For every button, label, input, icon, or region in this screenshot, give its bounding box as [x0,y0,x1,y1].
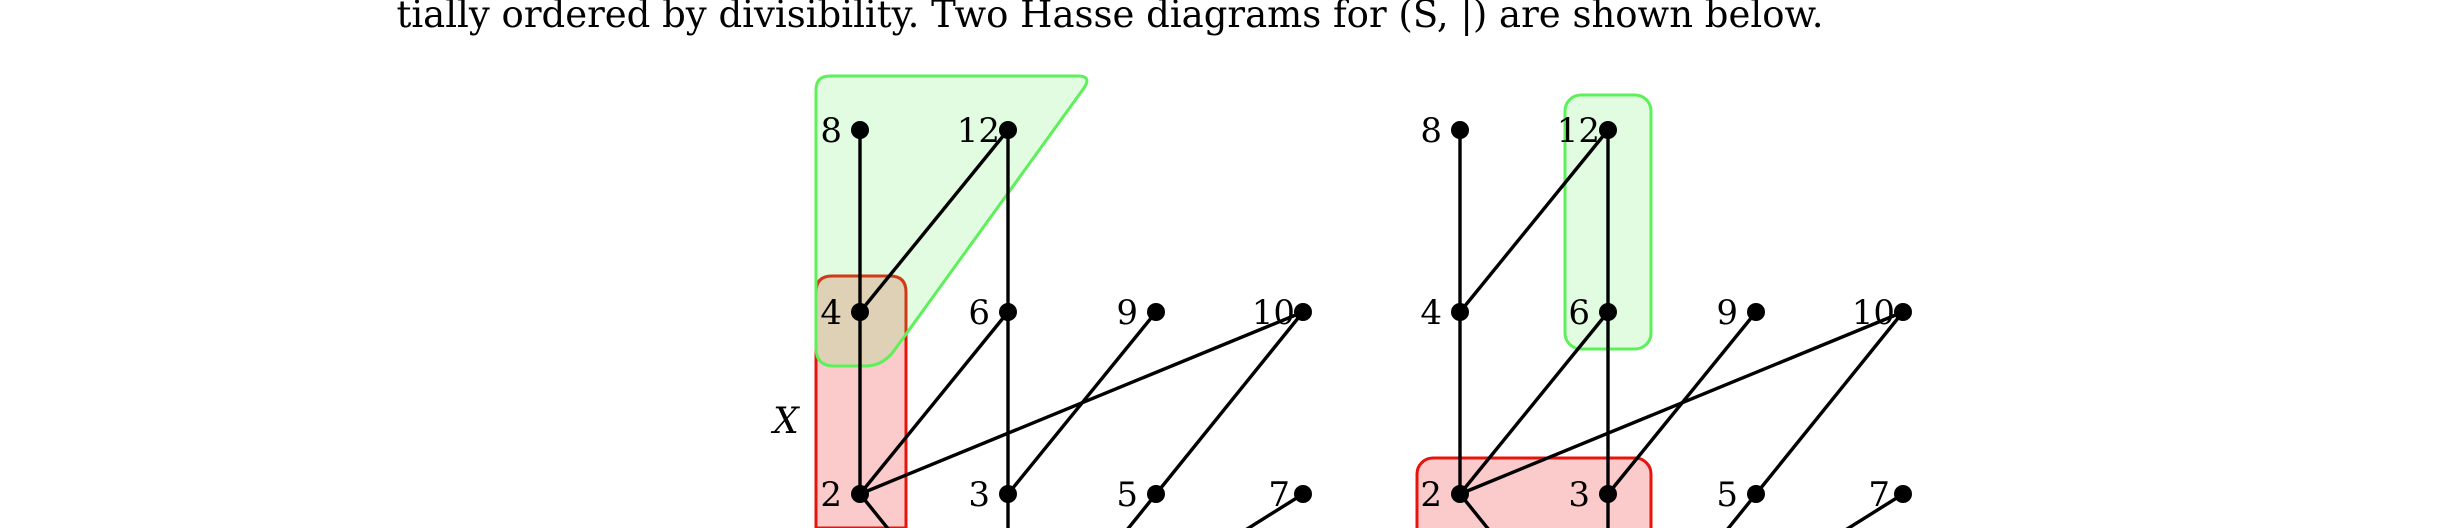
left-node-12 [999,121,1017,139]
left-label-5: 5 [1116,475,1138,515]
right-node-2 [1451,485,1469,503]
right-node-9 [1747,303,1765,321]
right-node-4 [1451,303,1469,321]
left-label-10: 10 [1252,293,1295,333]
right-node-6 [1599,303,1617,321]
left-node-3 [999,485,1017,503]
left-node-2 [851,485,869,503]
left-label-2: 2 [820,475,842,515]
right-label-10: 10 [1852,293,1895,333]
right-node-7 [1894,485,1912,503]
left-node-8 [851,121,869,139]
caption-text: tially ordered by divisibility. Two Hass… [396,0,1823,36]
left-green-highlight-region [814,74,1089,368]
right-label-3: 3 [1568,475,1590,515]
right-edge-5-10 [1754,310,1905,496]
left-node-6 [999,303,1017,321]
left-hasse-diagram: 8 12 4 6 9 10 2 3 5 7 X [770,74,1312,528]
right-label-4: 4 [1420,293,1442,333]
right-edge-1-2 [1458,492,1490,528]
right-label-6: 6 [1568,293,1590,333]
right-edge-1-5 [1726,492,1758,528]
left-label-7: 7 [1268,475,1290,515]
left-label-6: 6 [968,293,990,333]
right-label-9: 9 [1716,293,1738,333]
left-edge-1-5 [1126,492,1158,528]
right-label-7: 7 [1868,475,1890,515]
left-node-4 [851,303,869,321]
right-node-10 [1894,303,1912,321]
left-edge-1-7 [1245,492,1304,528]
right-hasse-diagram: 8 12 4 6 9 10 2 3 5 7 [1415,93,1912,528]
right-edge-3-9 [1606,310,1758,496]
left-node-9 [1147,303,1165,321]
right-label-8: 8 [1420,111,1442,151]
right-edge-2-6 [1458,310,1610,496]
right-label-2: 2 [1420,475,1442,515]
right-node-3 [1599,485,1617,503]
left-label-3: 3 [968,475,990,515]
left-node-10 [1294,303,1312,321]
left-node-5 [1147,485,1165,503]
right-edge-1-7 [1845,492,1904,528]
left-edge-3-9 [1006,310,1158,496]
left-edge-5-10 [1154,310,1305,496]
right-label-12: 12 [1557,111,1600,151]
left-label-9: 9 [1116,293,1138,333]
left-node-7 [1294,485,1312,503]
right-node-12 [1599,121,1617,139]
left-label-4: 4 [820,293,842,333]
left-edge-4-12 [858,128,1010,314]
left-edge-2-6 [858,310,1010,496]
left-set-label-x: X [770,401,800,442]
left-label-8: 8 [820,111,842,151]
right-edge-4-12 [1458,128,1610,314]
right-label-5: 5 [1716,475,1738,515]
left-label-12: 12 [957,111,1000,151]
right-node-5 [1747,485,1765,503]
left-edge-1-2 [858,492,890,528]
right-node-8 [1451,121,1469,139]
